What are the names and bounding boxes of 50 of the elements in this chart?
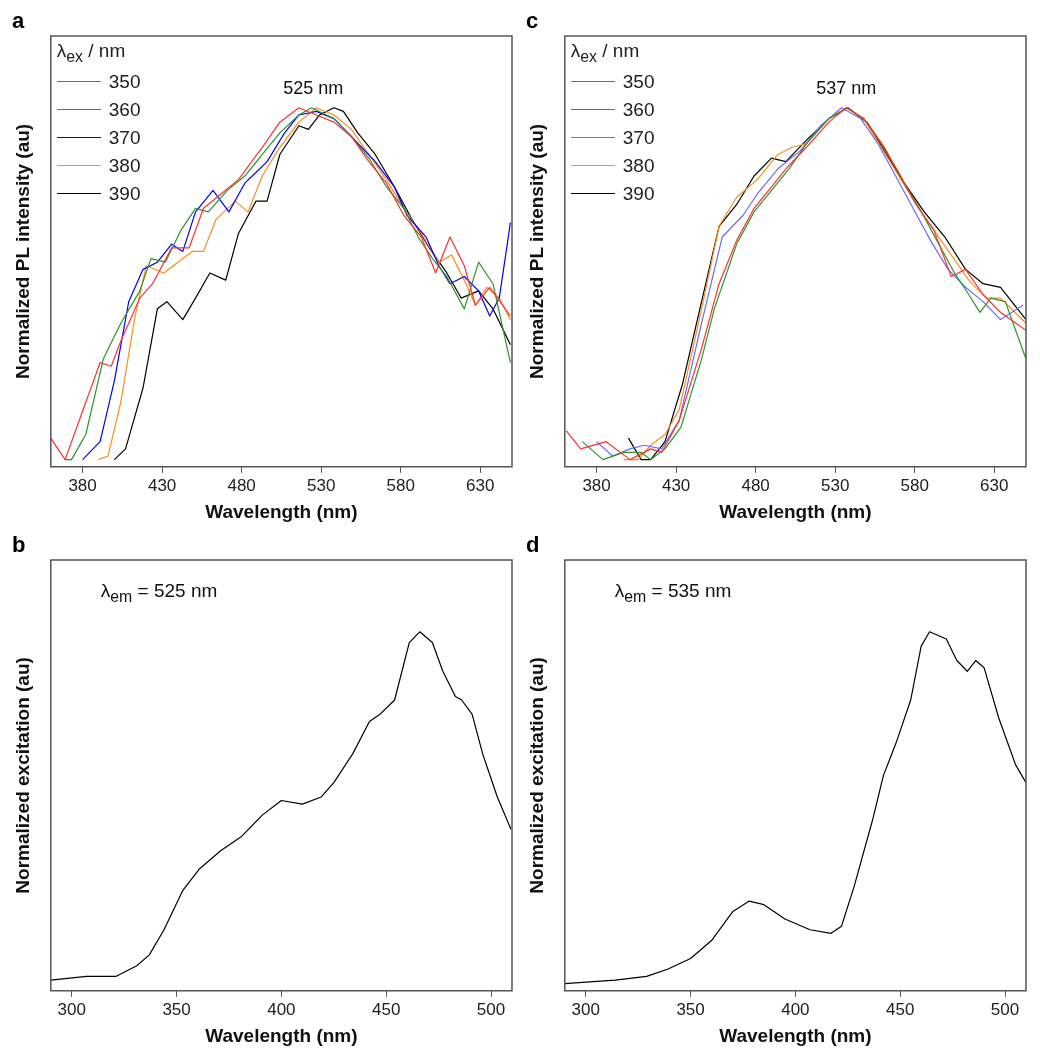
- legend-title: λ$_{ex}$ / nm: [570, 40, 641, 66]
- x-tick-label: 530: [820, 475, 850, 495]
- y-axis-title: Normalized PL intensity (au): [11, 123, 33, 379]
- legend-label: 390: [108, 182, 141, 205]
- text: a: [12, 8, 25, 34]
- legend-label: 390: [622, 182, 655, 205]
- text: c: [526, 8, 539, 34]
- x-tick-label: 530: [306, 475, 336, 495]
- text: b: [12, 532, 26, 558]
- y-axis-title: Normalized excitation (au): [525, 657, 547, 894]
- x-tick-label: 500: [990, 999, 1020, 1019]
- x-tick-label: 450: [372, 999, 401, 1019]
- x-tick-label: 400: [781, 999, 810, 1019]
- x-tick-label: 500: [476, 999, 506, 1019]
- x-tick-label: 480: [227, 475, 256, 495]
- x-tick-label: 300: [571, 999, 600, 1019]
- legend-label: 360: [108, 98, 141, 121]
- x-tick-label: 450: [886, 999, 915, 1019]
- text: d: [526, 532, 540, 558]
- legend-label: 360: [622, 98, 655, 121]
- x-tick-label: 580: [900, 475, 929, 495]
- legend-label: 370: [108, 126, 141, 149]
- x-tick-label: 380: [68, 475, 97, 495]
- x-tick-label: 430: [147, 475, 177, 495]
- legend-label: 350: [108, 70, 141, 93]
- x-tick-label: 300: [57, 999, 86, 1019]
- x-tick-label: 630: [466, 475, 495, 495]
- annotation: 537 nm: [816, 77, 877, 98]
- y-axis-title: Normalized PL intensity (au): [525, 123, 547, 379]
- x-axis-title: Wavelength (nm): [205, 1024, 358, 1046]
- x-tick-label: 630: [980, 475, 1009, 495]
- x-axis-title: Wavelength (nm): [719, 1024, 872, 1046]
- legend-label: 380: [108, 154, 141, 177]
- x-tick-label: 480: [741, 475, 770, 495]
- x-tick-label: 350: [162, 999, 191, 1019]
- x-tick-label: 400: [267, 999, 296, 1019]
- legend-label: 370: [622, 126, 655, 149]
- x-tick-label: 580: [386, 475, 415, 495]
- legend-label: 350: [622, 70, 655, 93]
- x-tick-label: 430: [661, 475, 691, 495]
- x-axis-title: Wavelength (nm): [719, 500, 872, 522]
- y-axis-title: Normalized excitation (au): [11, 657, 33, 894]
- x-tick-label: 350: [676, 999, 705, 1019]
- x-tick-label: 380: [582, 475, 611, 495]
- legend-title: λ$_{ex}$ / nm: [56, 40, 127, 66]
- annotation: 525 nm: [283, 77, 344, 98]
- x-axis-title: Wavelength (nm): [205, 500, 358, 522]
- text: λ$_{em}$ = 535 nm: [614, 580, 732, 606]
- text: λ$_{em}$ = 525 nm: [100, 580, 218, 606]
- legend-label: 380: [622, 154, 655, 177]
